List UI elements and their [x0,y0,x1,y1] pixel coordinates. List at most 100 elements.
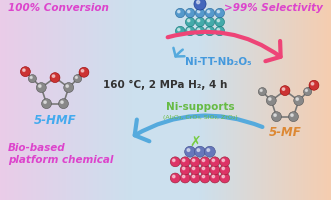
Circle shape [212,159,214,162]
Circle shape [202,159,205,162]
Circle shape [306,89,307,91]
Circle shape [217,28,219,31]
Circle shape [207,28,210,31]
Circle shape [175,8,185,18]
Circle shape [197,28,200,31]
Circle shape [309,80,319,90]
FancyArrowPatch shape [168,32,281,61]
Circle shape [172,159,175,162]
Circle shape [180,173,190,183]
Circle shape [197,10,200,13]
Circle shape [180,157,190,167]
Circle shape [170,157,180,167]
Circle shape [205,8,214,18]
Circle shape [185,17,195,27]
Circle shape [36,83,46,93]
Circle shape [170,173,180,183]
Text: >99% Selectivity: >99% Selectivity [224,3,323,13]
Circle shape [52,75,55,77]
Circle shape [212,175,214,178]
Circle shape [268,98,271,100]
FancyArrowPatch shape [135,116,262,141]
Text: 5-MF: 5-MF [269,126,301,138]
Text: (Al₂O₃, CrO₃, SiO₂, ZrO₂): (Al₂O₃, CrO₃, SiO₂, ZrO₂) [163,114,237,119]
Circle shape [73,75,82,83]
Circle shape [212,167,214,170]
Circle shape [178,10,180,13]
Circle shape [185,146,196,157]
Circle shape [195,26,205,36]
Text: 160 °C, 2 MPa H₂, 4 h: 160 °C, 2 MPa H₂, 4 h [103,80,227,90]
Circle shape [197,19,200,22]
Circle shape [210,173,220,183]
Circle shape [28,75,36,83]
Circle shape [30,76,32,78]
Circle shape [200,173,210,183]
Circle shape [75,76,77,78]
Circle shape [296,98,299,100]
Circle shape [215,8,224,18]
Circle shape [185,26,195,36]
Circle shape [202,175,205,178]
Text: 5-HMF: 5-HMF [34,114,76,127]
Circle shape [188,28,190,31]
Circle shape [197,1,200,4]
Circle shape [197,149,200,151]
Circle shape [182,159,185,162]
Circle shape [291,114,293,116]
Circle shape [220,173,230,183]
Circle shape [182,175,185,178]
Circle shape [289,112,299,122]
Text: Ni-supports: Ni-supports [166,102,234,112]
Circle shape [42,99,52,109]
Circle shape [192,167,195,170]
Circle shape [180,165,190,175]
Circle shape [220,165,230,175]
Circle shape [187,149,190,151]
Circle shape [182,167,185,170]
Circle shape [200,157,210,167]
Circle shape [195,8,205,18]
Circle shape [21,67,30,77]
Circle shape [202,167,205,170]
Circle shape [190,165,200,175]
Circle shape [280,86,290,96]
Circle shape [192,175,195,178]
Circle shape [195,146,206,157]
Circle shape [50,73,60,83]
Circle shape [172,175,175,178]
Circle shape [217,10,219,13]
Circle shape [185,8,195,18]
Circle shape [207,149,210,151]
Circle shape [39,85,41,87]
Circle shape [192,159,195,162]
Text: ✗: ✗ [189,135,201,149]
Circle shape [207,10,210,13]
Circle shape [222,159,224,162]
Circle shape [79,67,89,77]
Circle shape [274,114,276,116]
Circle shape [260,89,262,91]
Circle shape [195,17,205,27]
Circle shape [210,157,220,167]
Circle shape [215,26,224,36]
Circle shape [64,83,73,93]
Circle shape [210,165,220,175]
Circle shape [258,88,266,96]
Circle shape [81,70,84,72]
Circle shape [272,112,281,122]
Circle shape [190,173,200,183]
Circle shape [190,157,200,167]
FancyArrowPatch shape [173,48,184,56]
Circle shape [188,10,190,13]
Circle shape [194,0,206,10]
Circle shape [207,19,210,22]
Circle shape [205,146,215,157]
Circle shape [220,157,230,167]
Circle shape [188,19,190,22]
Circle shape [217,19,219,22]
Circle shape [294,96,304,106]
Circle shape [282,88,285,90]
Circle shape [304,88,312,96]
Circle shape [222,167,224,170]
